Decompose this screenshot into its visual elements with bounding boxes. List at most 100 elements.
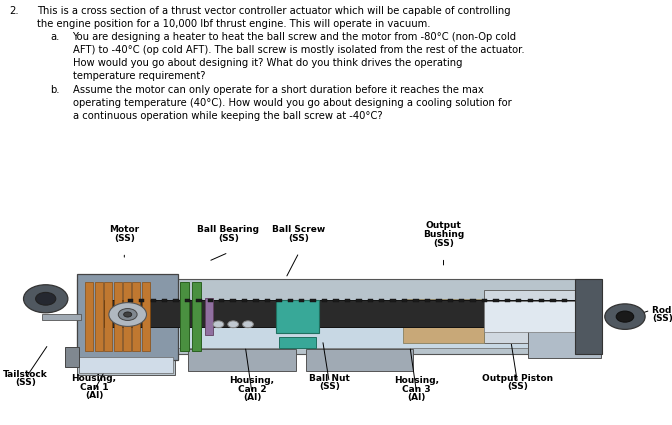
Bar xyxy=(104,282,112,351)
Text: (SS): (SS) xyxy=(652,314,672,323)
Bar xyxy=(85,282,93,351)
Bar xyxy=(539,299,544,302)
Bar xyxy=(230,299,236,302)
Text: Can 1: Can 1 xyxy=(80,382,108,391)
Bar xyxy=(173,299,179,302)
Text: a.: a. xyxy=(50,32,60,42)
Bar xyxy=(77,349,175,374)
Text: Ball Nut: Ball Nut xyxy=(309,374,349,383)
Bar xyxy=(79,357,173,374)
Text: AFT) to -40°C (op cold AFT). The ball screw is mostly isolated from the rest of : AFT) to -40°C (op cold AFT). The ball sc… xyxy=(73,45,524,55)
Bar xyxy=(484,290,601,343)
Text: Bushing: Bushing xyxy=(423,230,464,239)
Bar xyxy=(482,299,487,302)
Bar xyxy=(104,300,588,327)
Bar xyxy=(470,299,476,302)
Bar xyxy=(368,299,373,302)
Text: Housing,: Housing, xyxy=(72,374,116,383)
Text: (SS): (SS) xyxy=(319,382,340,391)
Bar xyxy=(516,299,521,302)
Text: Tailstock: Tailstock xyxy=(3,370,48,379)
Bar xyxy=(77,279,601,354)
Bar xyxy=(550,299,556,302)
Bar xyxy=(448,299,453,302)
Bar xyxy=(42,314,81,320)
Text: the engine position for a 10,000 lbf thrust engine. This will operate in vacuum.: the engine position for a 10,000 lbf thr… xyxy=(37,19,431,29)
Bar xyxy=(306,349,413,371)
Bar xyxy=(123,282,131,351)
Text: Output Piston: Output Piston xyxy=(482,374,553,383)
Bar xyxy=(65,346,79,367)
Bar xyxy=(142,282,150,351)
Text: (SS): (SS) xyxy=(288,234,310,243)
Bar xyxy=(185,299,190,302)
Bar xyxy=(413,299,419,302)
Text: Assume the motor can only operate for a short duration before it reaches the max: Assume the motor can only operate for a … xyxy=(73,85,483,95)
Circle shape xyxy=(24,285,68,313)
Bar xyxy=(276,300,319,333)
Circle shape xyxy=(228,321,239,328)
Circle shape xyxy=(243,321,253,328)
Bar xyxy=(276,299,282,302)
Text: How would you go about designing it? What do you think drives the operating: How would you go about designing it? Wha… xyxy=(73,58,462,68)
Text: (Al): (Al) xyxy=(407,393,426,402)
Text: Can 3: Can 3 xyxy=(403,385,431,394)
Bar xyxy=(493,299,499,302)
Text: Motor: Motor xyxy=(110,225,139,234)
Text: operating temperature (40°C). How would you go about designing a cooling solutio: operating temperature (40°C). How would … xyxy=(73,98,511,108)
Circle shape xyxy=(118,309,137,320)
Bar xyxy=(345,299,350,302)
Bar xyxy=(265,299,270,302)
Bar xyxy=(196,299,202,302)
Bar xyxy=(77,274,178,360)
Circle shape xyxy=(109,303,146,326)
Bar xyxy=(114,282,122,351)
Bar xyxy=(562,299,567,302)
Bar xyxy=(162,299,167,302)
Text: (SS): (SS) xyxy=(218,234,239,243)
Bar xyxy=(356,299,362,302)
Bar xyxy=(459,299,464,302)
Bar xyxy=(310,299,316,302)
Text: (SS): (SS) xyxy=(507,382,528,391)
Circle shape xyxy=(124,312,132,317)
Circle shape xyxy=(36,292,56,305)
Text: temperature requirement?: temperature requirement? xyxy=(73,71,205,81)
Text: You are designing a heater to heat the ball screw and the motor from -80°C (non-: You are designing a heater to heat the b… xyxy=(73,32,517,42)
Bar xyxy=(390,299,396,302)
Text: a continuous operation while keeping the ball screw at -40°C?: a continuous operation while keeping the… xyxy=(73,110,382,121)
Bar xyxy=(242,299,247,302)
Bar xyxy=(379,299,384,302)
Bar xyxy=(528,326,601,358)
Text: Rod End: Rod End xyxy=(652,306,672,315)
Text: (SS): (SS) xyxy=(114,234,135,243)
Bar xyxy=(84,302,598,348)
Text: 2.: 2. xyxy=(9,6,19,17)
Bar xyxy=(219,299,224,302)
Bar xyxy=(132,282,140,351)
Text: (SS): (SS) xyxy=(15,378,36,387)
Bar xyxy=(322,299,327,302)
Bar xyxy=(505,299,510,302)
Bar xyxy=(128,299,133,302)
Bar xyxy=(484,301,601,332)
Bar xyxy=(208,299,213,302)
Bar xyxy=(425,299,430,302)
Bar xyxy=(192,282,201,351)
Bar xyxy=(253,299,259,302)
Circle shape xyxy=(605,304,645,329)
Circle shape xyxy=(213,321,224,328)
Bar xyxy=(188,349,296,371)
Text: (Al): (Al) xyxy=(85,391,103,400)
Text: b.: b. xyxy=(50,85,60,95)
Bar xyxy=(436,299,442,302)
Bar xyxy=(95,282,103,351)
Text: (Al): (Al) xyxy=(243,393,261,402)
Circle shape xyxy=(616,311,634,322)
Bar xyxy=(333,299,339,302)
Text: Output: Output xyxy=(425,221,462,230)
Bar xyxy=(151,299,156,302)
Text: (SS): (SS) xyxy=(433,239,454,248)
Bar xyxy=(402,299,407,302)
Bar xyxy=(403,324,484,343)
